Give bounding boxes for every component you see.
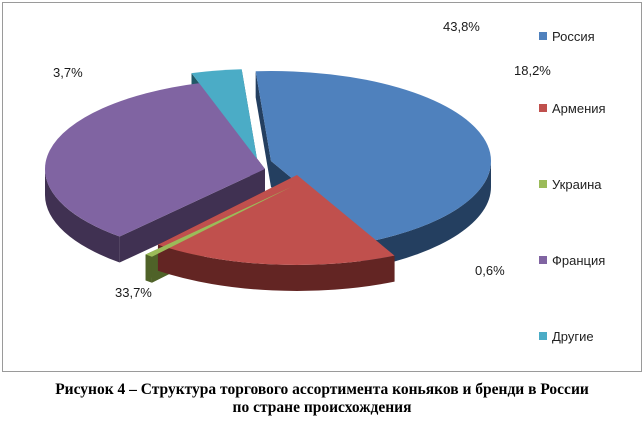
legend-swatch-ukraine — [539, 180, 547, 188]
pie-wall-france-0 — [119, 169, 265, 263]
chart-area: 43,8% 18,2% 0,6% 33,7% 3,7% Россия Армения У… — [2, 2, 642, 372]
data-label-russia: 43,8% — [443, 19, 480, 34]
caption-line-2: по стране происхождения — [232, 399, 412, 416]
legend-label-armenia: Армения — [552, 101, 606, 116]
pie-side-ukraine — [145, 254, 152, 283]
pie-side-russia — [368, 161, 491, 268]
pie-side-france — [45, 169, 120, 263]
legend-item-armenia: Армения — [539, 101, 606, 116]
pie-slice-armenia — [157, 175, 395, 266]
data-label-other: 3,7% — [53, 65, 83, 80]
legend-swatch-russia — [539, 32, 547, 40]
legend-label-other: Другие — [552, 329, 594, 344]
legend-item-russia: Россия — [539, 29, 595, 44]
legend-swatch-other — [539, 332, 547, 340]
pie-slice-russia — [255, 71, 492, 242]
data-label-ukraine: 0,6% — [475, 263, 505, 278]
legend-item-france: Франция — [539, 253, 605, 268]
legend-label-ukraine: Украина — [552, 177, 602, 192]
legend-item-ukraine: Украина — [539, 177, 602, 192]
pie-slice-other — [191, 69, 257, 159]
caption-line-1: Рисунок 4 – Структура торгового ассортим… — [55, 381, 589, 398]
figure-caption: Рисунок 4 – Структура торгового ассортим… — [0, 381, 644, 417]
legend-label-france: Франция — [552, 253, 606, 268]
data-label-france: 33,7% — [115, 285, 152, 300]
legend-label-russia: Россия — [552, 29, 595, 44]
legend-item-other: Другие — [539, 329, 594, 344]
legend-swatch-armenia — [539, 104, 547, 112]
pie-wall-russia-0 — [255, 71, 271, 187]
pie-side-armenia — [157, 244, 395, 291]
legend-swatch-france — [539, 256, 547, 264]
pie-chart: 43,8% 18,2% 0,6% 33,7% 3,7% — [44, 19, 551, 300]
pie-slice-ukraine — [145, 187, 291, 257]
data-label-armenia: 18,2% — [514, 63, 551, 78]
pie-slice-france — [44, 83, 265, 237]
